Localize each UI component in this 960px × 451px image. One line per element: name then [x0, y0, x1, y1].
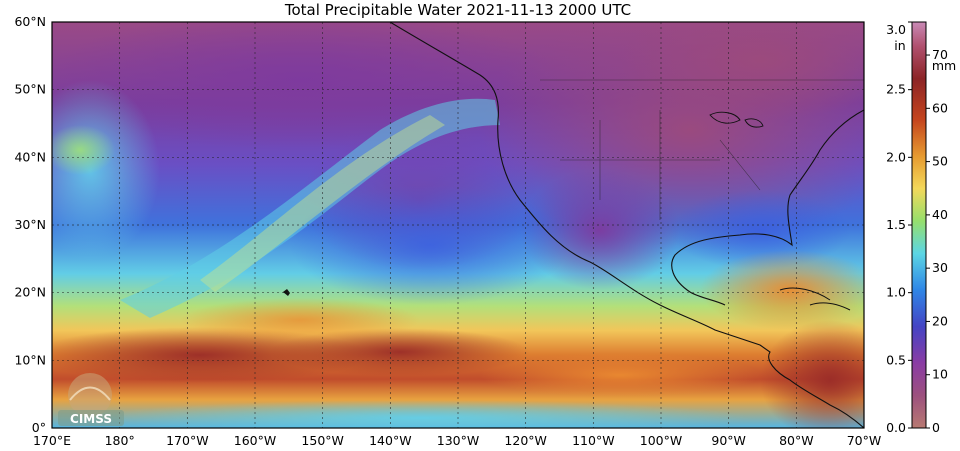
great-lakes	[709, 111, 764, 128]
colorbar: in mm 3.0 2.5 2.0 1.5 1.0 0.5 0.0 70 60 50 40 30 20…	[886, 21, 956, 435]
colorbar-mm-label: 0	[932, 420, 940, 435]
longitude-label: 180°	[105, 433, 135, 448]
caribbean-islands	[779, 287, 851, 311]
precipitable-water-field	[52, 22, 864, 428]
longitude-label: 130°W	[437, 433, 479, 448]
colorbar-mm-label: 40	[932, 207, 948, 222]
state-borders	[540, 79, 864, 220]
longitude-label: 90°W	[711, 433, 746, 448]
latitude-label: 20°N	[14, 285, 46, 300]
colorbar-mm-unit: mm	[932, 58, 956, 73]
lat-lon-grid	[52, 22, 864, 428]
longitude-label: 120°W	[504, 433, 546, 448]
map-title: Total Precipitable Water 2021-11-13 2000…	[284, 1, 631, 19]
colorbar-mm-label: 10	[932, 367, 948, 382]
longitude-label: 170°E	[33, 433, 71, 448]
map-frame	[51, 21, 865, 429]
longitude-label: 70°W	[847, 433, 882, 448]
colorbar-mm-label: 30	[932, 260, 948, 275]
longitude-label: 160°W	[234, 433, 276, 448]
longitude-label: 140°W	[369, 433, 411, 448]
colorbar-mm-label: 60	[932, 100, 948, 115]
colorbar-mm-label: 20	[932, 313, 948, 328]
colorbar-inch-label: 1.5	[886, 217, 906, 232]
colorbar-inches-ticks: 3.0 2.5 2.0 1.5 1.0 0.5 0.0	[886, 21, 912, 435]
colorbar-inch-label: 2.5	[886, 82, 906, 97]
pacific-coastline	[389, 22, 864, 428]
latitude-label: 50°N	[14, 82, 46, 97]
colorbar-inch-label: 2.0	[886, 149, 906, 164]
colorbar-inch-label: 3.0	[886, 22, 906, 37]
latitude-label: 0°	[32, 420, 46, 435]
latitude-axis: 60°N 50°N 40°N 30°N 20°N 10°N 0°	[14, 14, 46, 435]
colorbar-mm-label: 50	[932, 154, 948, 169]
latitude-label: 10°N	[14, 352, 46, 367]
longitude-label: 150°W	[301, 433, 343, 448]
colorbar-inch-label: 0.5	[886, 352, 906, 367]
longitude-label: 170°W	[166, 433, 208, 448]
longitude-label: 110°W	[572, 433, 614, 448]
cimss-logo: CIMSS	[58, 373, 124, 426]
colorbar-mm-ticks: 70 60 50 40 30 20 10 0	[926, 47, 948, 435]
longitude-label: 100°W	[640, 433, 682, 448]
atlantic-gulf-coastline	[671, 109, 864, 306]
cimss-logo-text: CIMSS	[70, 412, 112, 426]
colorbar-inches-unit: in	[894, 38, 905, 53]
latitude-label: 30°N	[14, 217, 46, 232]
colorbar-inch-label: 0.0	[886, 420, 906, 435]
hawaii-islands	[283, 289, 290, 296]
latitude-label: 40°N	[14, 149, 46, 164]
longitude-axis: 170°E 180° 170°W 160°W 150°W 140°W 130°W 120°W 1…	[33, 433, 881, 448]
latitude-label: 60°N	[14, 14, 46, 29]
colorbar-gradient	[911, 21, 927, 429]
longitude-label: 80°W	[779, 433, 814, 448]
colorbar-mm-label: 70	[932, 47, 948, 62]
colorbar-inch-label: 1.0	[886, 285, 906, 300]
